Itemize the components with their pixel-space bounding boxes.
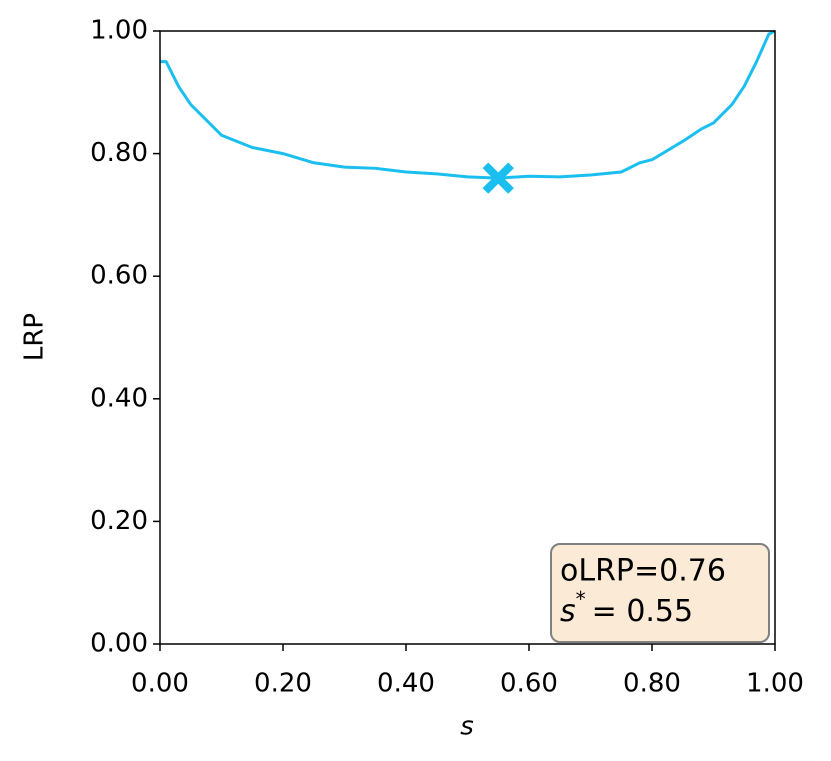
annotation-symbol: s (560, 594, 576, 629)
y-tick-label: 0.40 (90, 383, 148, 413)
y-tick-label: 1.00 (90, 16, 148, 46)
x-tick-label: 0.80 (623, 669, 681, 699)
x-tick-label: 0.00 (131, 669, 189, 699)
annotation-box (550, 543, 770, 643)
y-tick-label: 0.80 (90, 138, 148, 168)
optimum-marker (482, 162, 514, 194)
plot-frame (159, 30, 776, 645)
x-tick-label: 0.60 (500, 669, 558, 699)
x-tick-label: 1.00 (746, 669, 804, 699)
annotation-value: = 0.55 (592, 594, 693, 629)
y-tick-label: 0.00 (90, 629, 148, 659)
x-tick-label: 0.40 (377, 669, 435, 699)
annotation-superscript: * (576, 587, 586, 611)
x-axis-label: s (460, 712, 474, 742)
annotation-line: s* = 0.55 (560, 587, 693, 629)
x-tick-label: 0.20 (254, 669, 312, 699)
y-tick-label: 0.60 (90, 261, 148, 291)
y-tick-label: 0.20 (90, 506, 148, 536)
line (160, 29, 776, 180)
y-axis-label: LRP (20, 313, 50, 361)
annotation-line: oLRP=0.76 (560, 554, 726, 589)
